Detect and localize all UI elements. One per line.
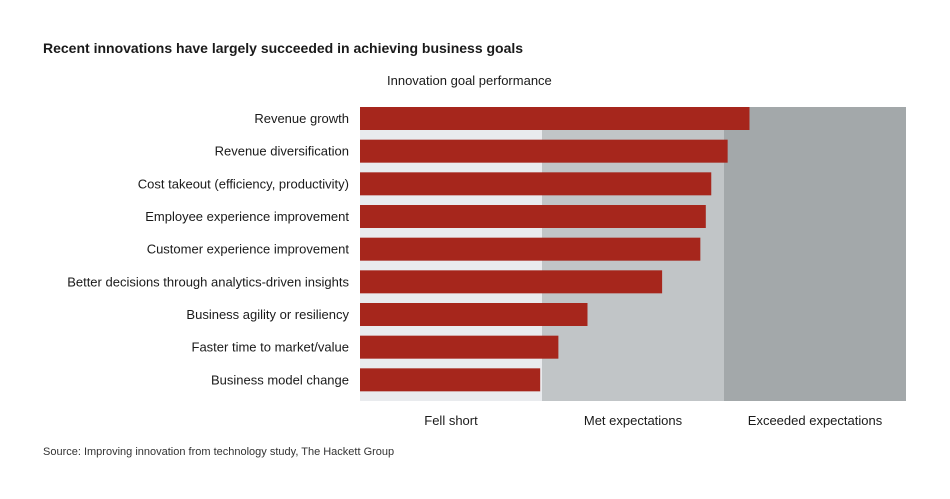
category-label: Faster time to market/value [192, 340, 350, 355]
bar-0 [360, 107, 750, 130]
category-label: Revenue growth [254, 111, 349, 126]
band-2 [724, 107, 906, 401]
category-label: Revenue diversification [215, 144, 349, 159]
bar-3 [360, 205, 706, 228]
category-label: Better decisions through analytics-drive… [67, 274, 349, 289]
chart-subtitle: Innovation goal performance [387, 73, 552, 88]
category-label: Cost takeout (efficiency, productivity) [138, 176, 349, 191]
band-label: Met expectations [584, 413, 683, 428]
category-label: Customer experience improvement [147, 242, 350, 257]
source-note: Source: Improving innovation from techno… [43, 446, 395, 458]
bar-5 [360, 270, 663, 294]
chart-title: Recent innovations have largely succeede… [43, 40, 524, 56]
bar-7 [360, 335, 559, 359]
category-label: Employee experience improvement [145, 209, 349, 224]
bar-6 [360, 303, 588, 326]
band-label: Exceeded expectations [748, 413, 883, 428]
category-label: Business model change [211, 372, 349, 387]
band-label: Fell short [424, 413, 478, 428]
bar-8 [360, 368, 541, 392]
bar-4 [360, 237, 701, 261]
bar-1 [360, 139, 728, 163]
bar-2 [360, 172, 712, 196]
category-label: Business agility or resiliency [186, 307, 349, 322]
